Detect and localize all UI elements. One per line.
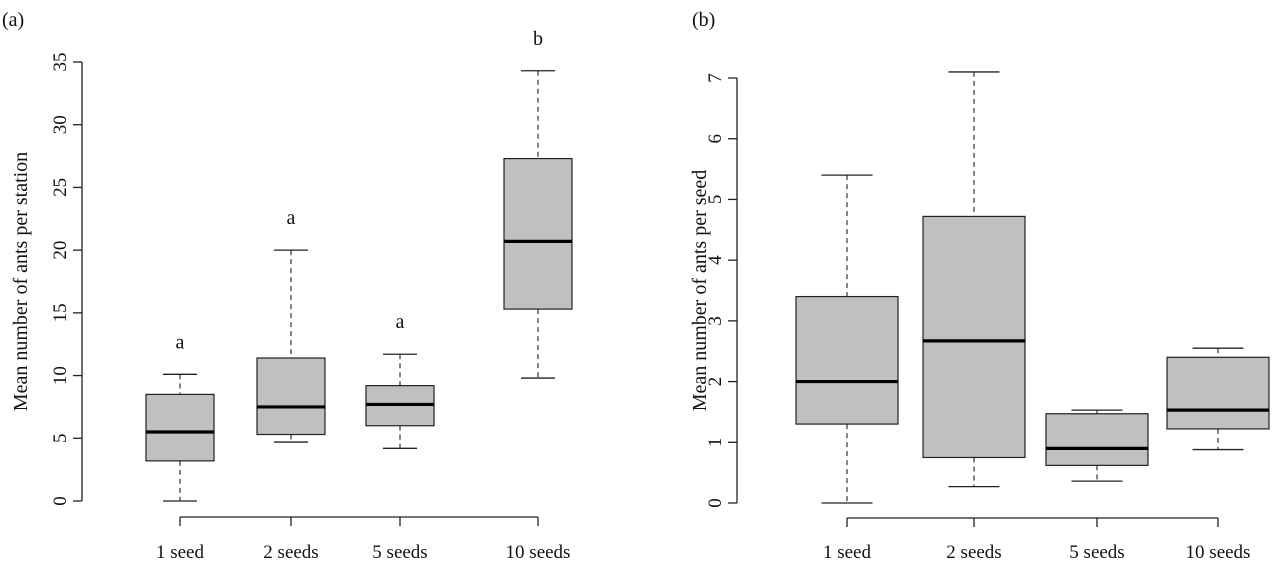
y-tick-label: 20	[50, 241, 71, 260]
y-tick-label: 3	[705, 316, 726, 326]
x-tick-label: 2 seeds	[946, 542, 1001, 563]
y-tick-label: 35	[50, 53, 71, 72]
y-tick-label: 25	[50, 178, 71, 197]
y-tick-label: 7	[705, 73, 726, 83]
y-tick-label: 30	[50, 115, 71, 134]
x-tick-label: 5 seeds	[372, 542, 427, 563]
x-tick-label: 10 seeds	[506, 542, 571, 563]
box-1: a	[145, 331, 215, 502]
x-tick-label: 5 seeds	[1069, 542, 1124, 563]
significance-letter: b	[533, 28, 543, 50]
y-tick-label: 2	[705, 377, 726, 387]
box-2	[922, 71, 1026, 488]
significance-letter: a	[176, 331, 185, 353]
y-tick-label: 5	[705, 195, 726, 205]
box-4	[1166, 347, 1270, 451]
y-tick-label: 5	[50, 434, 71, 444]
y-tick-label: 4	[705, 255, 726, 265]
chart-panel-a: (a) 0 5 10 15 20 25 30 35 Mean number of ants per…	[2, 9, 573, 563]
y-axis-title: Mean number of ants per station	[10, 152, 32, 411]
box-3: a	[365, 311, 435, 449]
iqr-box	[1166, 356, 1270, 430]
x-tick-label: 2 seeds	[263, 542, 318, 563]
iqr-box	[922, 215, 1026, 459]
x-tick-label: 1 seed	[156, 542, 205, 563]
box-3	[1045, 409, 1149, 482]
panel-label: (b)	[692, 9, 715, 31]
iqr-box	[256, 357, 326, 436]
box-2: a	[256, 207, 326, 443]
x-tick-label: 1 seed	[823, 542, 872, 563]
box-4: b	[503, 28, 573, 379]
x-tick-label: 10 seeds	[1186, 542, 1251, 563]
y-tick-label: 0	[705, 498, 726, 508]
y-tick-label: 10	[50, 366, 71, 385]
panel-label: (a)	[2, 9, 24, 31]
y-axis-title: Mean number of ants per seed	[689, 170, 711, 412]
significance-letter: a	[396, 311, 405, 333]
iqr-box	[1045, 413, 1149, 466]
y-tick-label: 6	[705, 134, 726, 144]
iqr-box	[145, 393, 215, 462]
box-1	[795, 174, 899, 504]
chart-panel-b: (b) 0 1 2 3 4 5 6 7 Mean number of ants per seed 1…	[689, 9, 1270, 563]
iqr-box	[503, 157, 573, 310]
y-tick-label: 1	[705, 438, 726, 448]
y-tick-label: 0	[50, 496, 71, 506]
y-tick-label: 15	[50, 303, 71, 322]
significance-letter: a	[287, 207, 296, 229]
iqr-box	[795, 295, 899, 425]
